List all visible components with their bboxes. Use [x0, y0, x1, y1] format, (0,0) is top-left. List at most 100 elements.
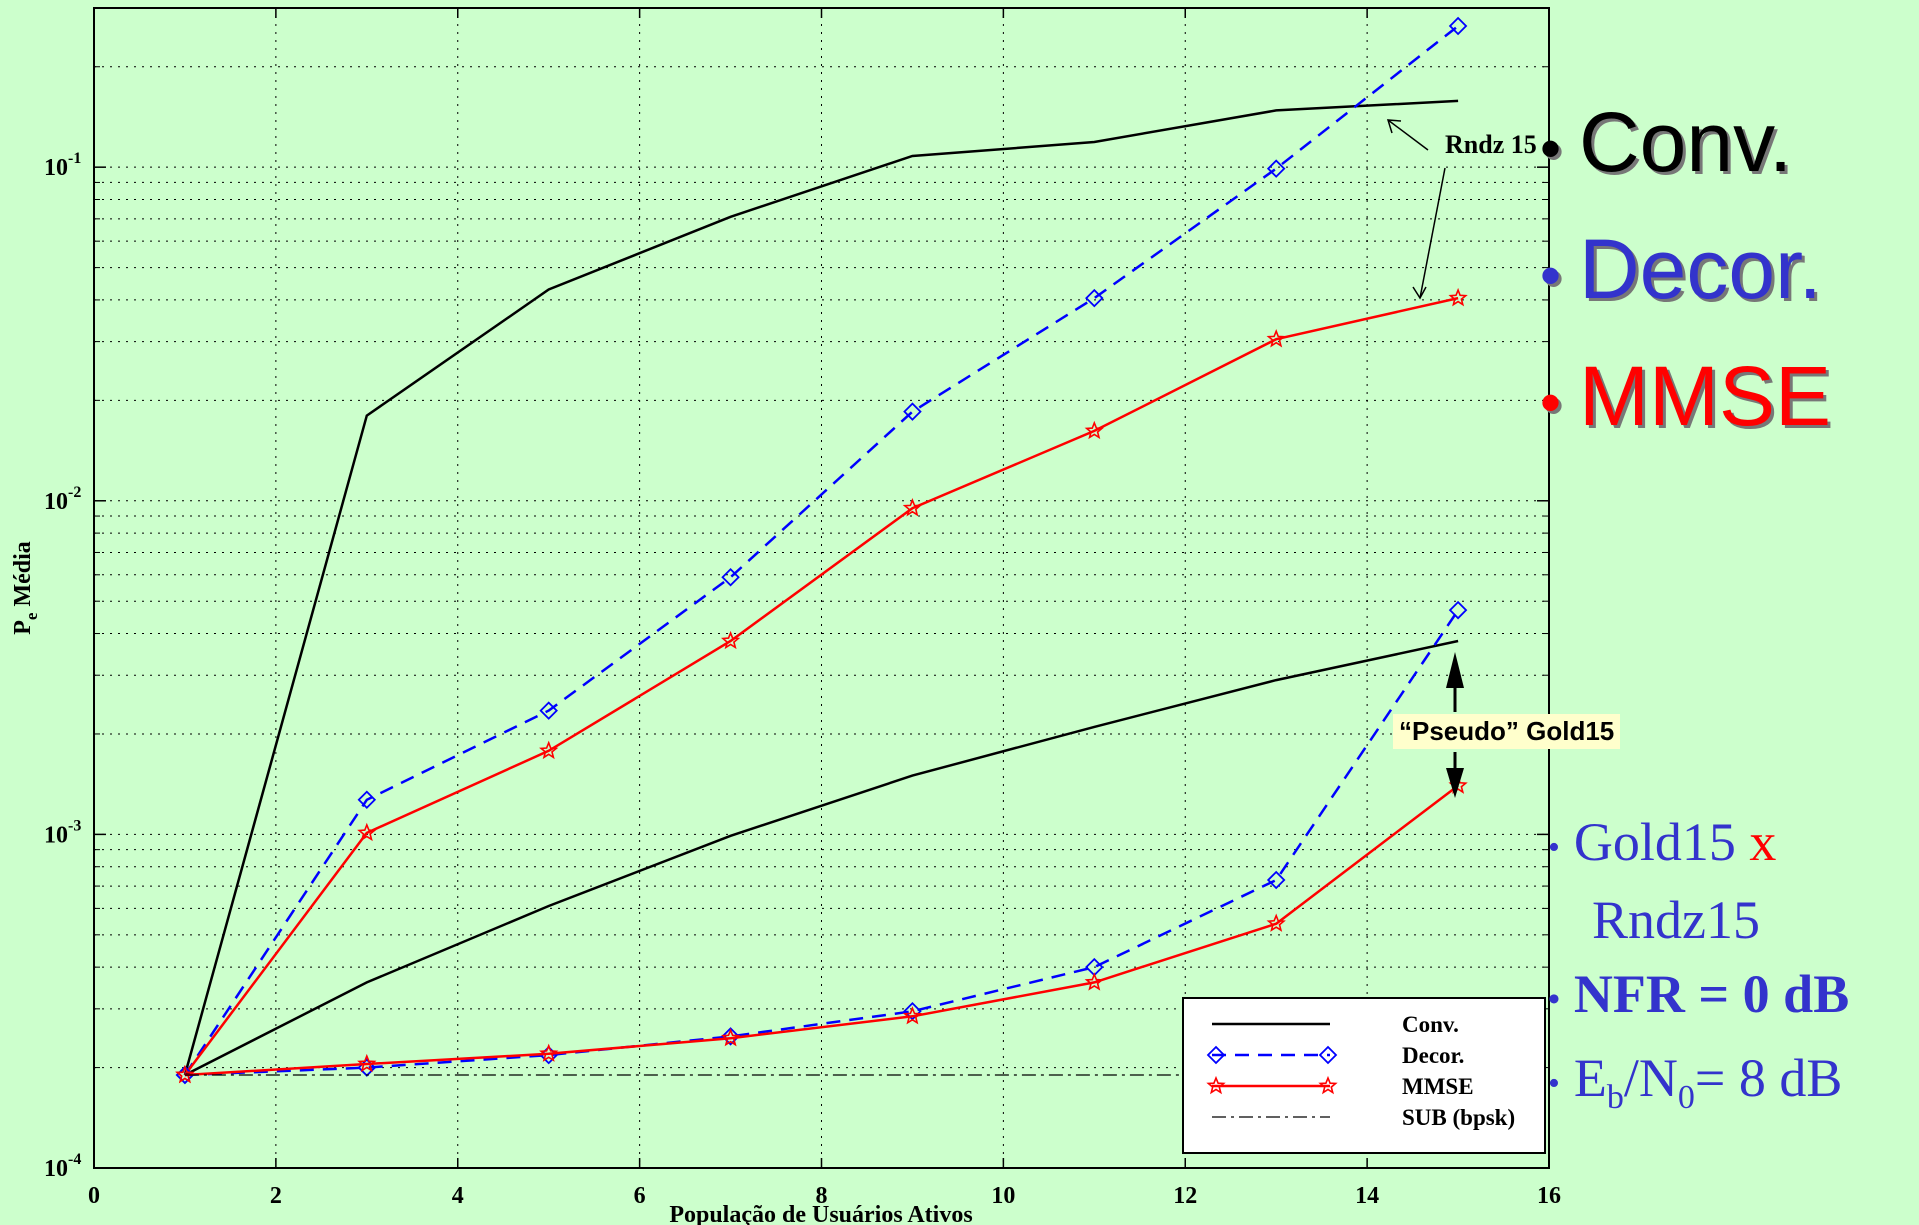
note-eb-e: E	[1573, 1048, 1607, 1108]
note-eb-rest: = 8 dB	[1694, 1048, 1843, 1108]
series-line	[184, 784, 1459, 1077]
data-point	[1448, 16, 1468, 36]
legend-marker	[1206, 1075, 1226, 1095]
legend-entry: MMSE	[1206, 1074, 1474, 1099]
legend-marker	[1206, 1045, 1226, 1065]
series-conv-rndz-15	[183, 99, 1459, 1076]
data-point	[721, 630, 741, 650]
note-nfr-label: NFR = 0 dB	[1573, 964, 1850, 1024]
annotation-gold-arrow-up	[1446, 652, 1464, 712]
bullet-mmse-label: MMSE	[1579, 349, 1832, 443]
series-layer	[175, 16, 1468, 1085]
data-point	[902, 1006, 923, 1025]
data-point	[175, 1064, 195, 1084]
annotation-gold: “Pseudo” Gold15	[1393, 714, 1621, 749]
axis-ticks: 0 2 4 6 8 10 12 14 16 10-1 10-2 10-3 10-4	[44, 8, 1561, 1209]
x-tick-label: 6	[634, 1183, 646, 1209]
y-axis-title-p: P	[10, 620, 36, 635]
data-point	[357, 790, 377, 810]
y-tick-label: 10-3	[44, 817, 81, 848]
x-tick-label: 14	[1355, 1183, 1379, 1209]
series-line	[183, 296, 1459, 1076]
y-tick-label: 10-1	[44, 150, 81, 181]
data-point	[1266, 913, 1286, 932]
bullet-conv-label: Conv.	[1579, 95, 1793, 189]
note-eb: • Eb/N0= 8 dB	[1548, 1051, 1842, 1115]
legend-label: SUB (bpsk)	[1402, 1105, 1515, 1130]
note-dot: •	[1548, 980, 1560, 1018]
data-point	[357, 1053, 377, 1073]
legend-label: MMSE	[1402, 1074, 1474, 1099]
series-line	[183, 99, 1459, 1076]
note-gold-label: Gold15	[1573, 812, 1736, 872]
data-point	[902, 498, 923, 517]
annotation-gold-arrow-down	[1446, 752, 1464, 798]
series-decor-rndz-15	[175, 16, 1468, 1085]
note-eb-n: /N	[1623, 1048, 1678, 1108]
data-point	[1448, 600, 1468, 620]
data-point	[1448, 287, 1468, 307]
annotation-rndz: Rndz 15	[1445, 130, 1537, 159]
y-tick-label: 10-2	[44, 484, 81, 515]
annotation-rndz-arrow-down	[1412, 167, 1446, 300]
note-rndz: Rndz15	[1592, 893, 1760, 947]
note-x: x	[1749, 812, 1777, 872]
bullet-dot: •	[1540, 114, 1562, 182]
x-tick-label: 8	[816, 1183, 828, 1209]
x-axis-title: População de Usuários Ativos	[669, 1202, 972, 1225]
x-tick-label: 0	[88, 1183, 100, 1209]
annotation-rndz-arrow-up	[1386, 119, 1429, 151]
legend-label: Conv.	[1402, 1012, 1459, 1037]
data-point	[539, 740, 559, 760]
data-point	[1084, 972, 1104, 991]
data-point	[721, 567, 740, 587]
note-eb-sub: b	[1606, 1078, 1624, 1116]
series-line	[183, 25, 1459, 1076]
data-point	[903, 402, 922, 421]
data-point	[1266, 329, 1286, 348]
note-dot: •	[1548, 828, 1560, 866]
bullet-decor: • Decor.	[1540, 227, 1822, 311]
y-axis-title-rest: Média	[10, 541, 36, 612]
svg-text:Pe Média: Pe Média	[10, 541, 41, 635]
x-tick-label: 16	[1537, 1183, 1561, 1209]
bullet-decor-label: Decor.	[1579, 222, 1822, 316]
series-line	[184, 639, 1459, 1077]
data-point	[721, 1028, 741, 1047]
series-conv-pseudo-gold15	[184, 639, 1459, 1077]
grid	[94, 8, 1549, 1168]
x-tick-label: 12	[1173, 1183, 1197, 1209]
x-tick-label: 10	[991, 1183, 1015, 1209]
x-tick-label: 4	[452, 1183, 464, 1209]
legend-marker	[1318, 1045, 1338, 1065]
data-point	[1266, 870, 1286, 890]
data-point	[539, 1043, 559, 1062]
note-nfr: • NFR = 0 dB	[1548, 967, 1849, 1021]
y-axis-title: Pe Média	[10, 541, 41, 635]
bullet-mmse: • MMSE	[1540, 354, 1831, 438]
note-n-sub: 0	[1677, 1078, 1695, 1116]
note-gold: • Gold15 x	[1548, 815, 1776, 869]
legend-label: Decor.	[1402, 1043, 1464, 1068]
data-point	[1084, 420, 1104, 440]
bullet-conv: • Conv.	[1540, 100, 1792, 184]
series-mmse-pseudo-gold15	[175, 775, 1468, 1084]
data-point	[721, 1027, 740, 1046]
legend-marker	[1318, 1075, 1338, 1095]
bullet-dot: •	[1540, 368, 1562, 436]
x-tick-label: 2	[270, 1183, 282, 1209]
legend-entry: Decor.	[1206, 1043, 1464, 1068]
data-point	[1085, 288, 1104, 308]
data-point	[1266, 159, 1286, 178]
y-tick-label: 10-4	[44, 1151, 81, 1182]
legend-entry: Conv.	[1212, 1012, 1459, 1037]
bullet-dot: •	[1540, 241, 1562, 309]
data-point	[357, 822, 377, 842]
legend: Conv. Decor. MMSE SUB (bpsk)	[1182, 997, 1546, 1154]
series-line	[184, 609, 1460, 1077]
note-dot: •	[1548, 1064, 1560, 1102]
data-point	[539, 701, 558, 720]
y-axis-title-sub: e	[22, 612, 41, 620]
note-rndz-label: Rndz15	[1592, 890, 1760, 950]
